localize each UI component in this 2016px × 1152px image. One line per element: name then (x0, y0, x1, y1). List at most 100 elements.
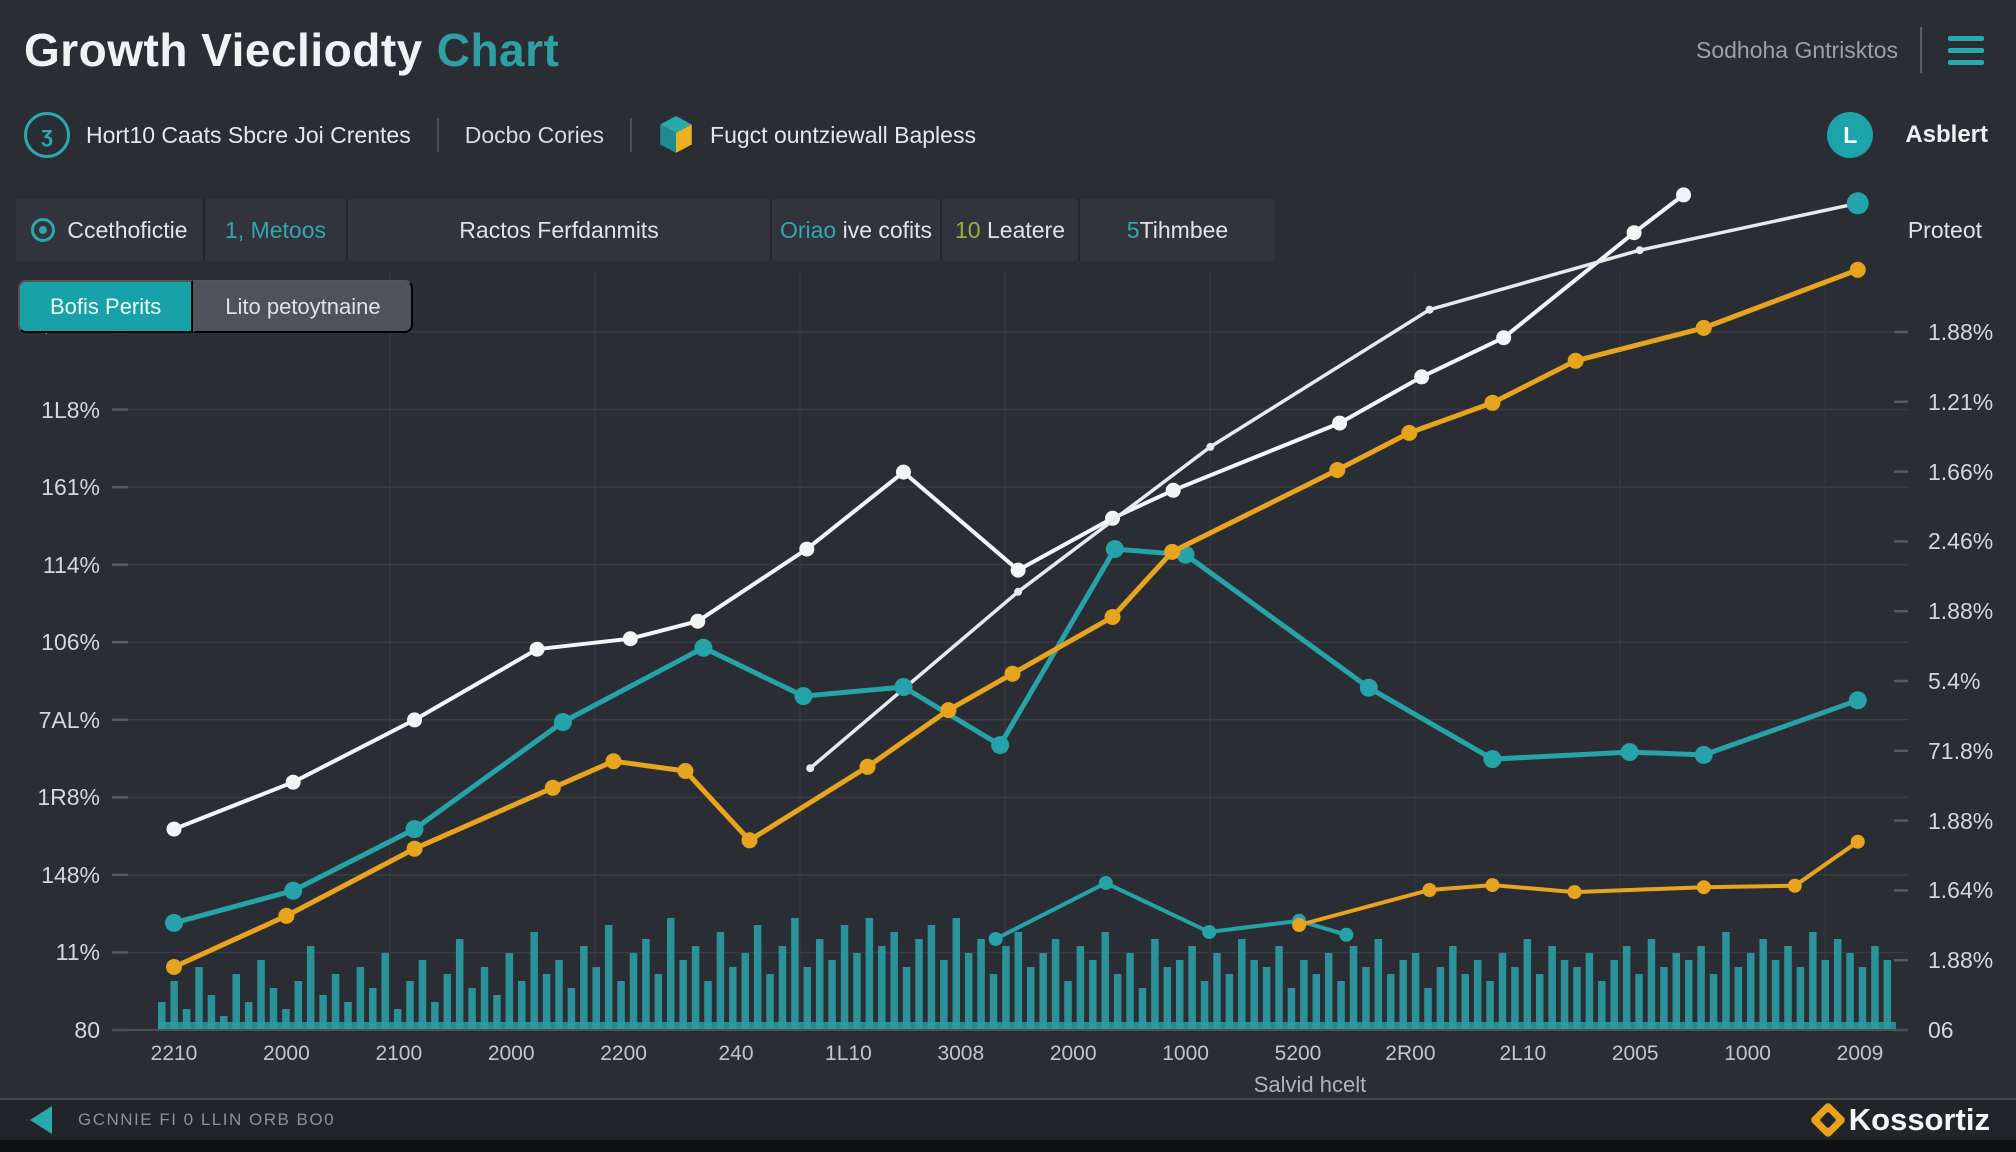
y-axis-left-label: 148% (41, 861, 100, 888)
x-axis-tick-label: 2000 (1049, 1042, 1097, 1065)
toolbar-item-3[interactable]: Fugct ountziewall Bapless (658, 115, 976, 155)
tab-text: ive cofits (842, 216, 933, 243)
white-dotted-line (172, 192, 1686, 832)
tab-text: Metoos (250, 216, 326, 243)
toolbar-item-2-label: Docbo Cories (464, 121, 605, 148)
tab-text: Ccethofictie (67, 216, 188, 243)
menu-icon[interactable] (1944, 32, 1988, 69)
y-axis-right-label: 1.88% (1928, 319, 1994, 345)
y-axis-right-label: 1.66% (1928, 458, 1994, 485)
x-axis-tick-label: 1000 (1162, 1042, 1209, 1065)
target-icon (31, 218, 56, 242)
yellow-low-line (1297, 839, 1860, 927)
y-axis-left-label: 1R8% (37, 784, 100, 811)
footer-strip (0, 1140, 2016, 1152)
y-axis-left-label: 114% (42, 551, 100, 578)
tab-item-3[interactable]: Ractos Ferfdanmits (348, 199, 772, 261)
tab-prefix: 5 (1126, 216, 1140, 243)
y-axis-left-label: 161% (41, 474, 100, 501)
tab-prefix: 10 (955, 216, 981, 243)
tab-label: 5Tihmbee (1127, 217, 1228, 244)
toolbar-divider (630, 118, 633, 152)
brand-name: Kossortiz (1848, 1102, 1990, 1137)
toolbar-divider (436, 118, 439, 152)
toolbar-item-2[interactable]: Docbo Cories (465, 122, 604, 149)
protect-label: Proteot (1907, 216, 1982, 243)
x-axis-tick-label: 2000 (487, 1042, 535, 1065)
tab-prefix: 1, (224, 216, 245, 243)
y-axis-right-label: 1.88% (1928, 807, 1994, 834)
x-axis-tick-label: 2L10 (1499, 1042, 1547, 1065)
tab-item-6[interactable]: 5Tihmbee (1080, 199, 1275, 261)
y-axis-left-label: 1L8% (41, 396, 100, 423)
tab-label: Ccethofictie (67, 217, 187, 244)
tab-label: 1, Metoos (225, 217, 326, 244)
tab-item-1[interactable]: Ccethofictie (16, 199, 205, 261)
x-axis-tick-label: 3008 (937, 1042, 985, 1065)
y-axis-left-label: 11% (55, 939, 100, 966)
chart-mode-controls: Bofis Perits Lito petoytnaine (18, 280, 413, 333)
y-axis-left-label: 106% (41, 629, 100, 656)
avatar: L (1827, 112, 1874, 158)
back-arrow-icon[interactable] (30, 1106, 52, 1134)
brand-diamond-icon (1809, 1101, 1847, 1139)
x-axis-tick-label: 240 (718, 1042, 754, 1065)
y-axis-right-label: 1.21% (1928, 388, 1994, 415)
y-axis-right-label: 1.88% (1928, 598, 1994, 625)
x-axis-tick-label: 2200 (600, 1042, 647, 1065)
page-title: Growth Viecliodty Chart (24, 23, 559, 77)
cube-icon (660, 116, 692, 153)
bar-points-button[interactable]: Bofis Perits (18, 280, 194, 333)
header-right-text: Sodhoha Gntrisktos (1695, 36, 1898, 63)
x-axis-title: Salvid hcelt (1253, 1072, 1367, 1097)
toolbar-item-1-label: Hort10 Caats Sbcre Joi Crentes (86, 121, 411, 148)
x-axis-tick-label: 1000 (1724, 1042, 1771, 1065)
x-axis-tick-label: 2000 (263, 1042, 310, 1065)
tab-text: Leatere (980, 216, 1065, 243)
teal-low-line (993, 881, 1349, 941)
tab-text: Ractos Ferfdanmits (459, 216, 659, 243)
x-axis-tick-label: 2R00 (1385, 1042, 1436, 1065)
y-axis-right-label: 1.88% (1928, 947, 1994, 974)
yellow-main-line (171, 267, 1861, 970)
y-axis-left-label: 7AL% (38, 706, 100, 733)
x-axis-tick-label: 1L10 (825, 1042, 872, 1065)
tab-label: 10 Leatere (955, 217, 1065, 244)
tab-label: Ractos Ferfdanmits (459, 217, 658, 244)
line-performance-button[interactable]: Lito petoytnaine (193, 280, 413, 333)
y-axis-right-label: 2.46% (1928, 528, 1994, 555)
header-right: Sodhoha Gntrisktos (1696, 27, 1988, 73)
toolbar: ʒ Hort10 Caats Sbcre Joi Crentes Docbo C… (24, 106, 1988, 164)
toolbar-item-1[interactable]: ʒ Hort10 Caats Sbcre Joi Crentes (24, 112, 411, 158)
header-divider (1920, 27, 1922, 73)
tab-item-4[interactable]: Oriao ive cofits (772, 199, 942, 261)
teal-main-line (171, 546, 1861, 926)
user-menu[interactable]: L Asblert (1827, 112, 1988, 158)
x-axis-tick-label: 2210 (150, 1042, 198, 1065)
toolbar-item-3-label: Fugct ountziewall Bapless (710, 121, 976, 148)
y-axis-right-label: 1.64% (1928, 877, 1994, 904)
tab-text: Tihmbee (1139, 216, 1229, 243)
footer: GCNNIE FI 0 LLIN ORB BO0 (0, 1098, 2016, 1140)
badge-glyph: ʒ (41, 122, 53, 147)
tab-item-2[interactable]: 1, Metoos (205, 199, 348, 261)
badge-icon: ʒ (24, 112, 70, 158)
tab-bar: Ccethofictie 1, Metoos Ractos Ferfdanmits O… (16, 199, 1275, 261)
y-axis-left-label: 80 (74, 1017, 100, 1043)
tab-item-5[interactable]: 10 Leatere (942, 199, 1080, 261)
x-axis-tick-label: 2005 (1611, 1042, 1659, 1065)
title-main: Growth Viecliodty (24, 24, 423, 76)
title-accent: Chart (436, 24, 560, 76)
tab-label: Oriao ive cofits (780, 217, 932, 244)
y-axis-right-label: 06 (1928, 1017, 1954, 1043)
y-axis-right-label: 71.8% (1928, 737, 1994, 764)
user-name: Asblert (1905, 121, 1988, 148)
footer-status-text: GCNNIE FI 0 LLIN ORB BO0 (78, 1110, 336, 1129)
app-header: Growth Viecliodty Chart Sodhoha Gntriskto… (24, 10, 1988, 90)
x-axis-tick-label: 2100 (375, 1042, 423, 1065)
tab-prefix: Oriao (779, 216, 837, 243)
brand: Kossortiz (1809, 1101, 1990, 1139)
x-axis-tick-label: 5200 (1274, 1042, 1322, 1065)
y-axis-right-label: 5.4% (1928, 668, 1981, 694)
